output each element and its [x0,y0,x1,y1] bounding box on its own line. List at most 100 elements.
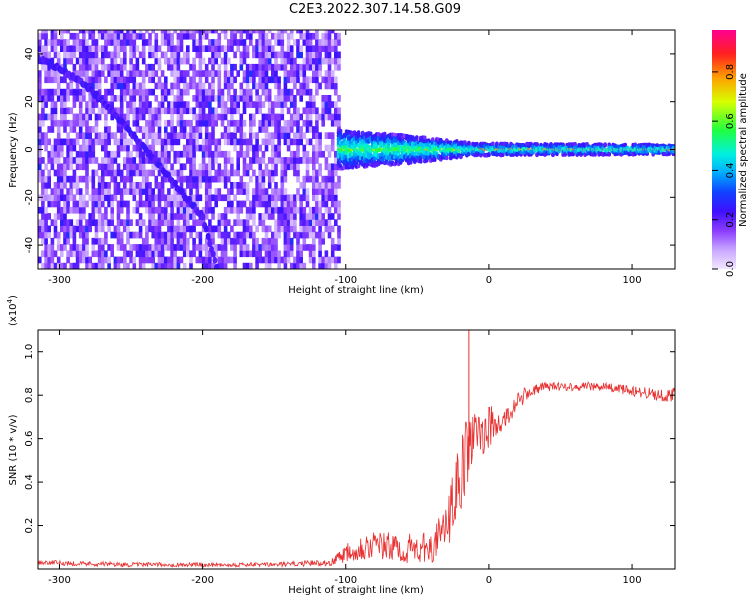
spectrogram-cell [220,244,225,251]
spectrogram-cell [305,57,310,65]
spectrogram-cell [72,138,77,146]
spectrogram-cell [289,244,294,251]
spectrogram-cell [63,175,67,183]
spectrogram-cell [239,200,244,208]
spectrogram-cell [63,95,67,102]
spectrogram-cell [280,88,285,96]
spectrogram-cell [261,113,266,121]
spectrogram-cell [119,88,124,96]
spectrogram-cell [44,138,48,146]
spectrogram-cell [192,169,196,177]
spectrogram-cell [208,39,212,46]
spectrogram-x-tick-label: -100 [334,275,357,286]
spectrogram-cell [324,76,329,84]
spectrogram-cell [138,188,143,195]
spectrogram-cell [78,219,83,226]
spectrogram-cell [167,32,171,40]
spectrogram-cell [318,256,322,264]
spectrogram-cell [274,150,278,158]
spectrogram-cell [97,213,102,220]
spectrogram-cell [60,101,64,108]
spectrogram-cell [261,101,266,108]
spectrogram-cell [271,144,275,152]
spectrogram-cell [138,163,143,171]
spectrogram-cell [274,225,278,233]
spectrogram-cell [116,144,121,152]
spectrogram-cell [138,200,143,208]
spectrogram-cell [245,101,250,108]
spectrogram-cell [72,126,77,133]
spectrogram-cell [302,182,307,189]
spectrogram-cell [227,150,231,158]
spectrogram-cell [239,250,244,258]
spectrogram-cell [201,175,206,183]
spectrogram-cell [154,51,159,59]
spectrogram-cell [293,132,297,139]
spectrogram-cell [154,119,159,127]
spectrogram-cell [132,101,137,108]
spectrogram-cell [201,225,206,233]
spectrogram-cell [220,30,225,34]
spectrogram-cell [107,30,111,34]
spectrogram-cell [119,107,124,115]
spectrogram-cell [182,219,187,226]
spectrogram-cell [327,182,332,189]
spectrogram-cell [233,95,237,102]
spectrogram-carrier-line [519,148,522,151]
spectrogram-cell [327,39,332,46]
spectrogram-cell [258,244,262,251]
spectrogram-cell [82,194,86,202]
spectrogram-cell [101,182,105,189]
spectrogram-cell [308,175,313,183]
spectrogram-cell [176,200,181,208]
spectrogram-cell [88,45,92,52]
spectrogram-cell [220,88,225,96]
spectrogram-cell [66,30,70,34]
spectrogram-cell [280,157,285,164]
spectrogram-cell [94,237,99,245]
spectrogram-cell [173,200,177,208]
spectrogram-cell [324,250,329,258]
spectrogram-cell [167,39,171,46]
spectrogram-trace-point [205,232,211,240]
spectrogram-cell [170,51,174,59]
spectrogram-cell [239,150,244,158]
spectrogram-cell [198,132,203,139]
spectrogram-cell [324,39,329,46]
spectrogram-cell [302,32,307,40]
spectrogram-cell [135,144,140,152]
spectrogram-cell [126,30,130,34]
spectrogram-cell [182,82,187,90]
spectrogram-cell [327,225,332,233]
snr-multiplier-base: (x10 [8,303,19,326]
spectrogram-cell [302,39,307,46]
spectrogram-cell [151,45,155,52]
spectrogram-cell [233,237,237,245]
spectrogram-cell [261,88,266,96]
spectrogram-cell [249,200,253,208]
spectrogram-cell [245,182,250,189]
spectrogram-cell [129,95,133,102]
spectrogram-y-tick-label: 20 [24,95,35,108]
spectrogram-cell [258,76,262,84]
spectrogram-cell [245,244,250,251]
spectrogram-cell [72,32,77,40]
spectrogram-cell [264,169,269,177]
spectrogram-cell [308,213,313,220]
spectrogram-cell [198,70,203,77]
spectrogram-cell [261,150,266,158]
spectrogram-cell [38,150,42,158]
spectrogram-cell [201,30,206,34]
spectrogram-cell [217,150,222,158]
spectrogram-cell [189,250,193,258]
spectrogram-cell [138,219,143,226]
spectrogram-cell [88,101,92,108]
spectrogram-cell [236,126,240,133]
spectrogram-cell [107,219,111,226]
spectrogram-cell [239,132,244,139]
spectrogram-cell [195,194,200,202]
spectrogram-cell [337,213,341,220]
spectrogram-cell [167,30,171,34]
spectrogram-cell [72,39,77,46]
spectrogram-cell [126,138,130,146]
